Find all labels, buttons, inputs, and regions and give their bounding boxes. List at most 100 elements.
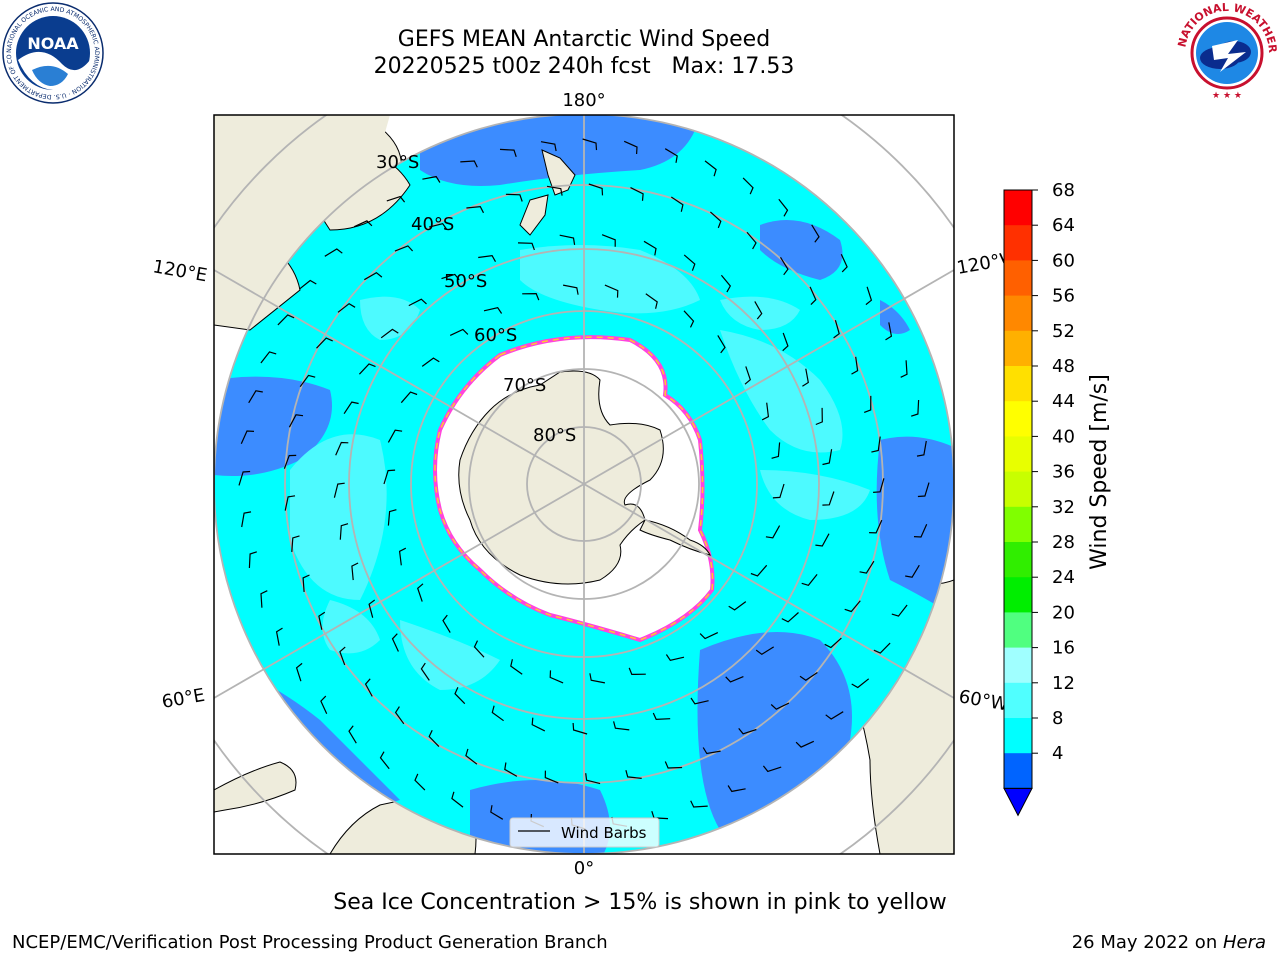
wind-barb [540,141,557,152]
colorbar-tick-label: 32 [1052,497,1075,518]
wind-barb [324,248,343,257]
wind-barb [840,253,848,273]
wind-barb [277,314,295,326]
wind-barb [295,662,303,682]
wind-barb [643,240,657,256]
lon-label-60w: 60°W [957,686,1010,715]
colorbar-segment [1004,753,1032,789]
colorbar-segment [1004,647,1032,684]
colorbar-tick-label: 16 [1052,638,1075,659]
wind-barb [582,138,598,151]
wind-barb [572,722,588,735]
antarctica-landmass [458,370,664,585]
footer-machine: Hera [1222,932,1266,953]
colorbar-tick-label: 52 [1052,321,1075,342]
noaa-logo-icon: NOAA NATIONAL OCEANIC AND ATMOSPHERIC AD… [2,2,104,104]
graticule [214,115,954,854]
wind-barb [833,320,840,339]
wind-barb [742,177,754,195]
wind-barb [417,583,424,602]
wind-barb [400,391,418,404]
lon-label-120e: 120°E [151,256,209,286]
wind-barb [368,599,376,618]
wind-barb [546,185,563,196]
wind-barb [483,307,503,314]
colorbar: 68 64 60 56 52 48 44 40 36 32 28 24 20 16 12 8 4 [1003,180,1075,817]
wind-barb [809,286,817,306]
wind-barb [275,627,283,646]
wind-barb [690,800,708,808]
colorbar-segment [1004,401,1032,437]
wind-barb [744,366,751,385]
wind-barb [353,220,373,228]
lon-label-0: 0° [574,858,594,879]
wind-barb [260,351,277,364]
wind-barb [762,765,782,773]
colorbar-tick-label: 4 [1052,743,1063,764]
sea-ice-note: Sea Ice Concentration > 15% is shown in … [333,890,947,915]
wind-barb [398,547,407,566]
colorbar-frame [1003,189,1033,789]
wind-barb [623,140,638,155]
wind-barb [588,183,604,196]
wind-barb [801,574,818,586]
legend-label: Wind Barbs [561,824,647,842]
wind-barb [799,672,818,682]
wind-barb [604,284,619,298]
wind-barb [240,430,255,445]
wind-barb [905,564,920,578]
wind-barb [911,399,920,417]
colorbar-tick-label: 20 [1052,602,1075,623]
wind-barb [343,401,359,415]
lat-label-70s: 70°S [503,375,546,396]
lat-label-50s: 50°S [444,271,487,292]
wind-barb [709,211,722,229]
wind-barb [288,414,304,428]
wind-barb [781,612,799,623]
wind-barb [449,328,469,336]
wind-barb [504,762,518,777]
wind-barb [770,702,790,710]
wind-barb [386,195,406,203]
wind-barb [394,706,405,725]
lon-label-60e: 60°E [160,685,206,713]
wind-barb [613,721,630,731]
wind-barb [778,198,789,217]
wind-barb [772,483,785,499]
wind-barb [465,748,478,765]
wind-barb [531,717,546,732]
wind-barb [865,286,873,306]
wind-barb [630,187,644,201]
colorbar-segment [1004,471,1032,508]
wind-barb [750,564,768,577]
wind-barb [335,441,349,456]
colorbar-tick-label: 40 [1052,426,1075,447]
wind-barb [363,271,383,281]
colorbar-tick-label: 68 [1052,180,1075,201]
wind-barb [422,175,441,183]
wind-barb [761,402,770,421]
wind-barb [559,234,576,245]
wind-barb [725,676,744,683]
wind-barb [885,322,893,341]
wind-barb [414,773,426,791]
wind-barb [913,523,928,538]
colorbar-segment [1004,260,1032,297]
wind-barb [260,590,268,608]
wind-barb [544,770,559,784]
wind-barb [779,256,789,276]
wind-barb [333,482,345,498]
wind-barb [302,574,310,592]
colorbar-segment [1004,366,1032,402]
colorbar-tick-label: 60 [1052,250,1075,271]
wind-barb [628,667,646,676]
wind-barb [873,642,891,654]
colorbar-segment [1004,577,1032,613]
wind-barb [517,242,535,251]
wind-barb [871,436,881,453]
wind-barb [505,193,523,202]
wind-barb [601,234,616,247]
wind-barb [499,148,517,157]
nws-logo-icon: NATIONAL WEATHER SERVICE ★ ★ ★ [1176,2,1278,103]
